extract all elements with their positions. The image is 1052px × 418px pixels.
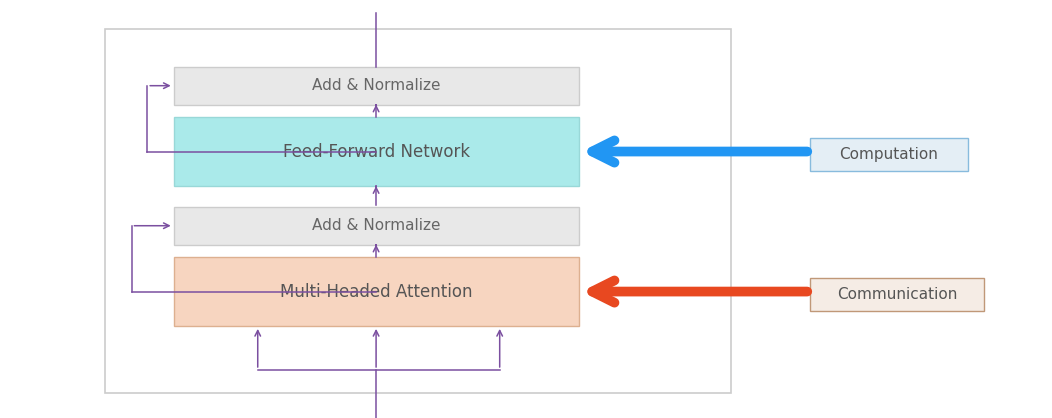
Text: Communication: Communication xyxy=(836,287,957,302)
Text: Computation: Computation xyxy=(839,147,938,162)
FancyBboxPatch shape xyxy=(174,207,579,245)
Text: Feed-Forward Network: Feed-Forward Network xyxy=(283,143,469,161)
Text: Multi-Headed Attention: Multi-Headed Attention xyxy=(280,283,472,301)
Text: Add & Normalize: Add & Normalize xyxy=(311,78,441,93)
FancyBboxPatch shape xyxy=(174,257,579,326)
FancyBboxPatch shape xyxy=(810,278,984,311)
FancyBboxPatch shape xyxy=(810,138,968,171)
Text: Add & Normalize: Add & Normalize xyxy=(311,218,441,233)
FancyBboxPatch shape xyxy=(174,67,579,104)
FancyBboxPatch shape xyxy=(174,117,579,186)
